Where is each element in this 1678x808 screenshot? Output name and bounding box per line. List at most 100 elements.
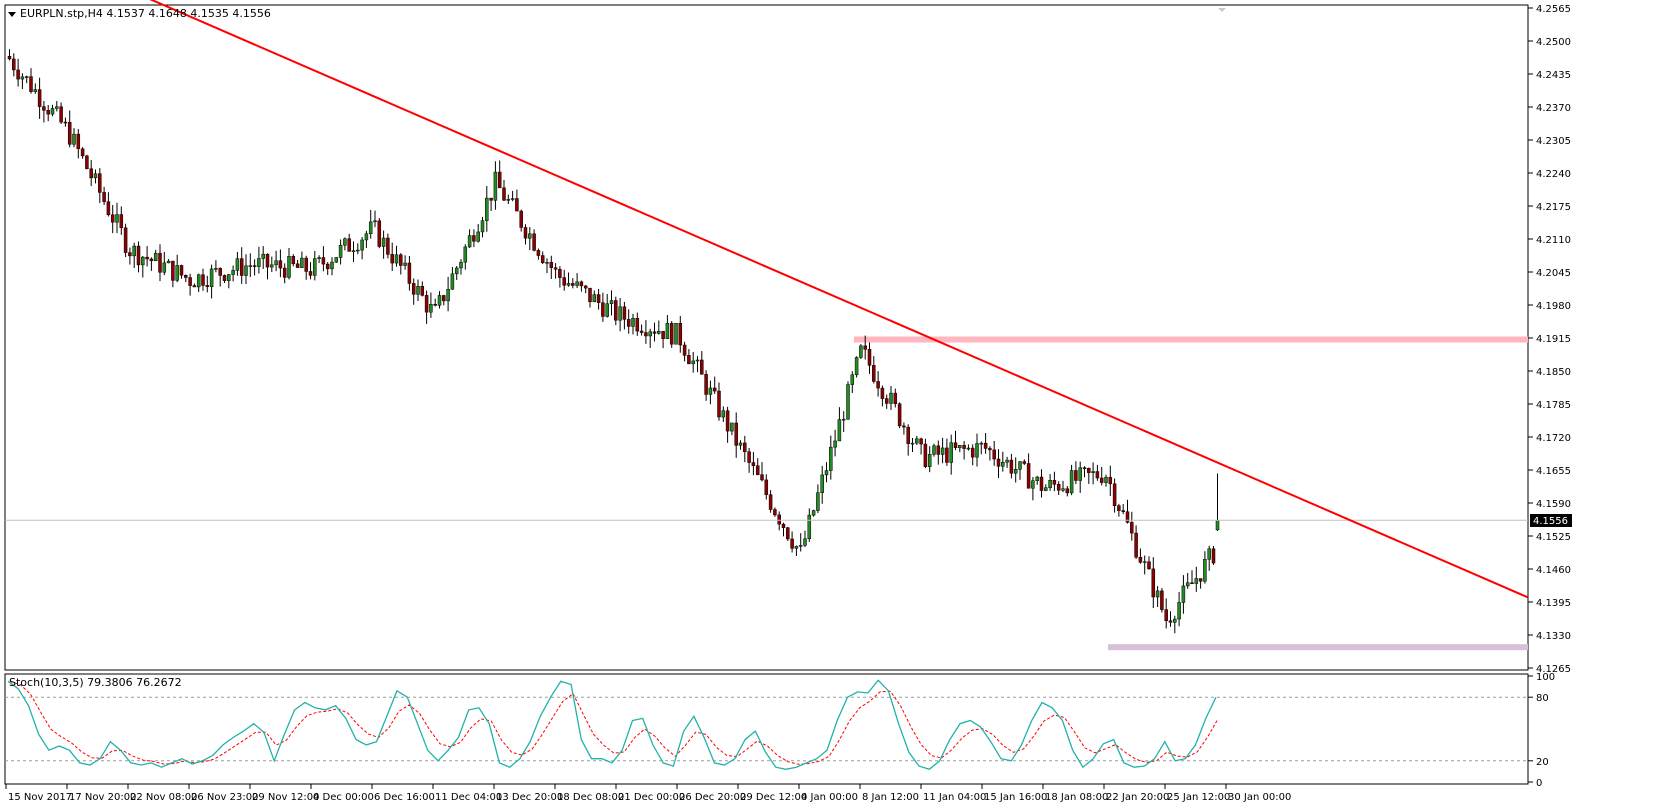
candle-body <box>889 392 893 404</box>
candle-body <box>334 257 339 263</box>
candle-body <box>1181 585 1186 603</box>
time-tick-label: 21 Dec 00:00 <box>618 792 685 803</box>
candle-body <box>846 384 850 420</box>
candle-body <box>338 244 343 258</box>
candle-body <box>996 458 1001 467</box>
candle-body <box>953 442 958 449</box>
candle-body <box>42 106 46 111</box>
candle-body <box>239 258 244 276</box>
support-zone <box>1108 644 1528 651</box>
candle-body <box>1095 471 1100 479</box>
candle-body <box>975 443 979 458</box>
candle-body <box>721 410 726 418</box>
candle-body <box>1099 477 1104 483</box>
candle-body <box>175 265 179 281</box>
candle-body <box>274 260 278 266</box>
time-tick-label: 26 Nov 23:00 <box>191 792 258 803</box>
candle-body <box>386 237 390 255</box>
candle-body <box>1056 484 1061 491</box>
time-tick-label: 13 Dec 20:00 <box>496 792 563 803</box>
candle-body <box>794 546 799 549</box>
price-tick-label: 4.1460 <box>1536 565 1571 576</box>
candle-body <box>1190 582 1194 585</box>
candle-body <box>364 233 369 241</box>
candle-body <box>497 171 502 189</box>
candle-body <box>55 106 59 109</box>
candle-body <box>261 253 265 259</box>
candle-body <box>480 220 485 233</box>
candle-body <box>433 304 437 306</box>
candle-body <box>536 250 541 256</box>
time-tick-label: 18 Jan 08:00 <box>1045 792 1108 803</box>
candle-body <box>700 359 704 375</box>
candle-body <box>1104 476 1108 483</box>
time-tick-label: 4 Jan 00:00 <box>801 792 858 803</box>
candle-body <box>205 285 210 287</box>
candle-body <box>472 235 476 242</box>
candle-body <box>209 268 214 287</box>
candle-body <box>454 267 459 275</box>
candle-body <box>485 197 489 221</box>
candle-body <box>648 331 652 337</box>
candle-body <box>571 283 575 286</box>
candle-body <box>1211 548 1216 564</box>
candle-body <box>988 448 992 451</box>
price-tick-label: 4.1330 <box>1536 631 1571 642</box>
candle-body <box>798 545 803 547</box>
time-tick-label: 29 Nov 12:00 <box>252 792 319 803</box>
price-tick-label: 4.2565 <box>1536 4 1571 15</box>
candle-body <box>489 197 493 201</box>
time-tick-label: 4 Dec 00:00 <box>313 792 374 803</box>
price-tick-label: 4.1395 <box>1536 598 1571 609</box>
candle-body <box>983 442 988 449</box>
candle-body <box>214 268 218 270</box>
stoch-layer <box>5 679 1528 771</box>
price-tick-label: 4.2045 <box>1536 268 1571 279</box>
candle-body <box>704 374 708 395</box>
candle-body <box>218 268 222 276</box>
candle-body <box>687 355 691 365</box>
candle-body <box>605 303 609 317</box>
candle-body <box>1052 480 1057 485</box>
candle-body <box>927 454 932 467</box>
price-tick-label: 4.1980 <box>1536 301 1571 312</box>
resistance-zone <box>854 336 1528 343</box>
candle-body <box>553 267 558 270</box>
candle-body <box>691 360 695 365</box>
candle-body <box>37 89 42 107</box>
time-tick-label: 15 Nov 2017 <box>8 792 72 803</box>
candle-body <box>291 256 296 265</box>
candle-body <box>622 306 627 320</box>
time-tick-label: 29 Dec 12:00 <box>740 792 807 803</box>
candle-body <box>115 214 119 223</box>
candle-body <box>1138 556 1143 563</box>
candle-body <box>119 214 124 229</box>
candle-body <box>1108 476 1113 485</box>
candle-body <box>192 285 197 288</box>
candle-body <box>356 249 360 252</box>
candle-body <box>89 168 93 179</box>
candle-body <box>476 231 480 242</box>
candle-body <box>725 410 730 432</box>
collapse-triangle-icon[interactable] <box>8 12 16 17</box>
candle-body <box>940 447 945 455</box>
candle-body <box>682 344 687 356</box>
candle-body <box>519 210 523 228</box>
candle-body <box>1173 618 1177 623</box>
candle-body <box>162 262 167 273</box>
candle-body <box>278 260 283 269</box>
candle-body <box>24 76 29 78</box>
candle-body <box>257 258 261 267</box>
candle-body <box>308 271 313 276</box>
candle-body <box>824 470 829 476</box>
candle-body <box>923 443 928 467</box>
candle-body <box>545 262 549 264</box>
time-tick-label: 22 Nov 08:00 <box>130 792 197 803</box>
candle-body <box>1194 578 1199 584</box>
price-tick-label: 4.1785 <box>1536 400 1571 411</box>
candle-body <box>179 265 184 276</box>
candle-body <box>674 322 678 345</box>
candle-body <box>1121 510 1125 512</box>
current-price-tag <box>1530 514 1572 527</box>
candle-body <box>803 538 807 546</box>
